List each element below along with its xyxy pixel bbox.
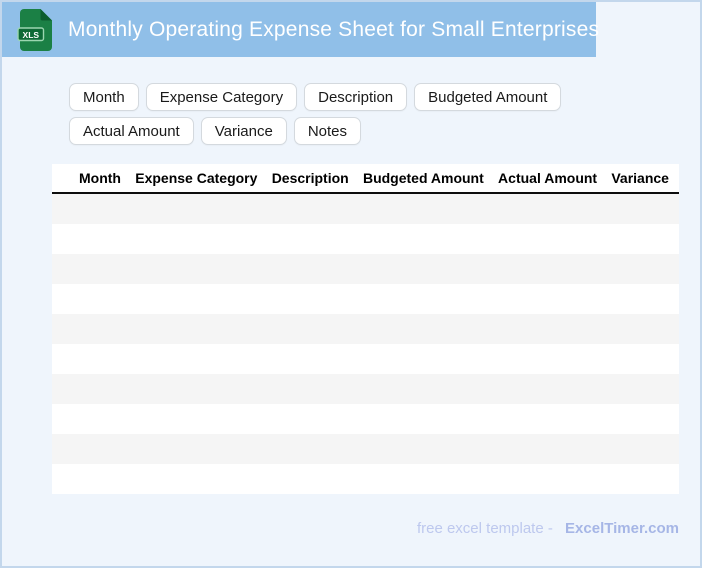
chip-description[interactable]: Description — [304, 83, 408, 111]
table-row — [52, 374, 679, 404]
chip-expense-category[interactable]: Expense Category — [145, 83, 298, 111]
chip-notes[interactable]: Notes — [293, 117, 362, 145]
table-row — [52, 434, 679, 464]
chip-actual-amount[interactable]: Actual Amount — [69, 117, 194, 145]
table-row — [52, 254, 679, 284]
column-header-actual-amount: Actual Amount — [498, 170, 598, 186]
footer-brand-link[interactable]: ExcelTimer.com — [565, 520, 679, 537]
expense-table: Month Expense Category Description Budgeted… — [52, 164, 679, 494]
table-body — [52, 194, 679, 494]
table-row — [52, 344, 679, 374]
column-header-variance: Variance — [611, 170, 669, 186]
xls-file-icon: XLS — [17, 8, 52, 51]
header-band: XLS Monthly Operating Expense Sheet for … — [2, 2, 600, 57]
chip-month[interactable]: Month — [69, 83, 139, 111]
table-header-row: Month Expense Category Description Budgeted… — [52, 164, 679, 194]
footer-credit: free excel template - ExcelTimer.com — [417, 520, 679, 537]
page-title: Monthly Operating Expense Sheet for Smal… — [68, 17, 600, 41]
table-row — [52, 404, 679, 434]
column-header-description: Description — [271, 170, 349, 186]
column-header-budgeted-amount: Budgeted Amount — [362, 170, 484, 186]
column-chip-list: Month Expense Category Description Budgeted… — [69, 83, 654, 145]
table-row — [52, 314, 679, 344]
chip-variance[interactable]: Variance — [200, 117, 287, 145]
table-row — [52, 464, 679, 494]
footer-label: free excel template - — [416, 520, 553, 537]
xls-icon-label: XLS — [23, 29, 40, 39]
chip-budgeted-amount[interactable]: Budgeted Amount — [414, 83, 562, 111]
table-row — [52, 224, 679, 254]
column-header-expense-category: Expense Category — [135, 170, 258, 186]
column-header-month: Month — [79, 170, 121, 186]
table-row — [52, 194, 679, 224]
table-row — [52, 284, 679, 314]
